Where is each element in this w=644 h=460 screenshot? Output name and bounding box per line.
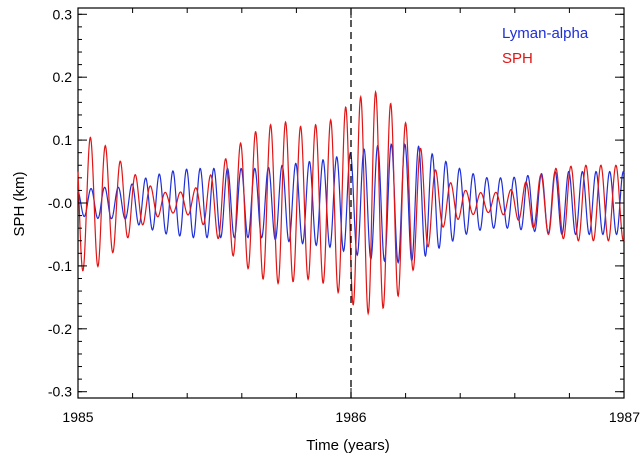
x-tick-label: 1987 — [609, 409, 640, 425]
y-tick-label: -0.1 — [48, 258, 72, 274]
series-layer — [77, 8, 625, 398]
y-tick-label: -0.0 — [48, 195, 72, 211]
y-tick-label: -0.2 — [48, 321, 72, 337]
x-tick-label: 1985 — [62, 409, 93, 425]
legend-entry: Lyman-alpha — [502, 25, 589, 42]
x-tick-label: 1986 — [335, 409, 366, 425]
ticks-layer: -0.3 -0.2 -0.1 -0.0 0.1 0.2 0.3 1985 1986 1987 — [48, 6, 640, 425]
x-axis-label: Time (years) — [306, 437, 390, 454]
y-tick-label: 0.3 — [53, 6, 73, 22]
legend: Lyman-alpha SPH — [502, 25, 589, 67]
legend-entry: SPH — [502, 50, 533, 67]
y-tick-label: -0.3 — [48, 384, 72, 400]
y-tick-label: 0.2 — [53, 69, 73, 85]
y-axis-label: SPH (km) — [11, 172, 28, 237]
y-tick-label: 0.1 — [53, 132, 73, 148]
